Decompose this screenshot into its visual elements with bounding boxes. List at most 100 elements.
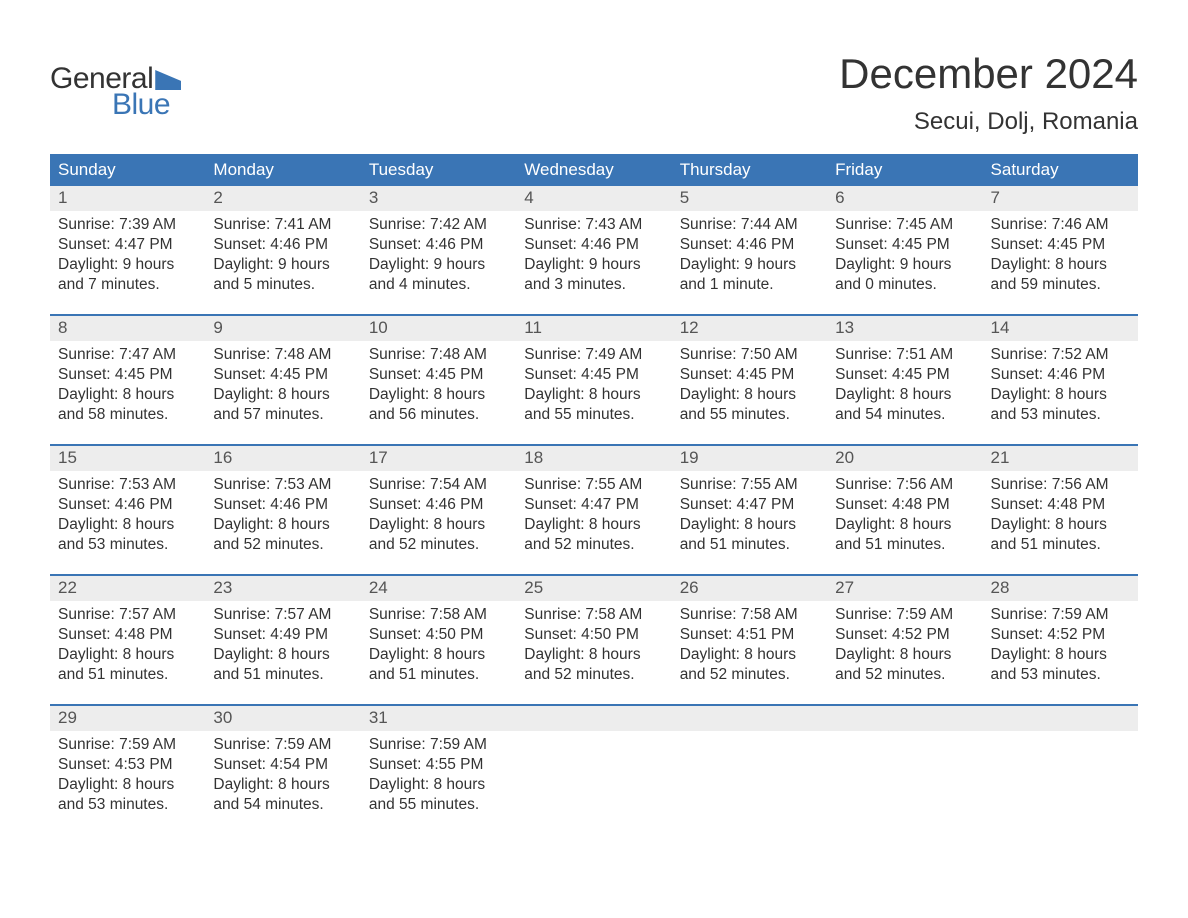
day-number: 8 [50,316,205,341]
calendar-day: 7Sunrise: 7:46 AMSunset: 4:45 PMDaylight… [983,186,1138,314]
day-daylight-line2: and 0 minutes. [835,275,974,295]
calendar-day: 14Sunrise: 7:52 AMSunset: 4:46 PMDayligh… [983,316,1138,444]
day-daylight-line1: Daylight: 8 hours [58,515,197,535]
day-sunset: Sunset: 4:45 PM [213,365,352,385]
day-sunrise: Sunrise: 7:44 AM [680,215,819,235]
day-sunrise: Sunrise: 7:42 AM [369,215,508,235]
day-sunrise: Sunrise: 7:53 AM [58,475,197,495]
weekday-header: Thursday [672,154,827,186]
calendar-week: 1Sunrise: 7:39 AMSunset: 4:47 PMDaylight… [50,186,1138,314]
day-sunrise: Sunrise: 7:48 AM [369,345,508,365]
day-daylight-line1: Daylight: 8 hours [835,645,974,665]
day-body: Sunrise: 7:56 AMSunset: 4:48 PMDaylight:… [983,471,1138,570]
calendar-day: 16Sunrise: 7:53 AMSunset: 4:46 PMDayligh… [205,446,360,574]
day-sunrise: Sunrise: 7:58 AM [524,605,663,625]
day-daylight-line1: Daylight: 8 hours [58,385,197,405]
day-sunrise: Sunrise: 7:56 AM [835,475,974,495]
day-daylight-line1: Daylight: 9 hours [835,255,974,275]
day-sunset: Sunset: 4:46 PM [524,235,663,255]
calendar-day: 20Sunrise: 7:56 AMSunset: 4:48 PMDayligh… [827,446,982,574]
day-body: Sunrise: 7:59 AMSunset: 4:52 PMDaylight:… [983,601,1138,700]
day-daylight-line2: and 57 minutes. [213,405,352,425]
calendar-day: 23Sunrise: 7:57 AMSunset: 4:49 PMDayligh… [205,576,360,704]
day-body: Sunrise: 7:58 AMSunset: 4:50 PMDaylight:… [361,601,516,700]
day-body: Sunrise: 7:39 AMSunset: 4:47 PMDaylight:… [50,211,205,310]
day-sunrise: Sunrise: 7:51 AM [835,345,974,365]
day-body: Sunrise: 7:50 AMSunset: 4:45 PMDaylight:… [672,341,827,440]
day-daylight-line1: Daylight: 8 hours [369,775,508,795]
day-sunrise: Sunrise: 7:45 AM [835,215,974,235]
day-daylight-line1: Daylight: 8 hours [680,385,819,405]
calendar-day: 24Sunrise: 7:58 AMSunset: 4:50 PMDayligh… [361,576,516,704]
day-number: 5 [672,186,827,211]
day-sunset: Sunset: 4:45 PM [680,365,819,385]
day-number: 3 [361,186,516,211]
day-sunset: Sunset: 4:45 PM [991,235,1130,255]
day-body: Sunrise: 7:59 AMSunset: 4:54 PMDaylight:… [205,731,360,830]
day-daylight-line1: Daylight: 8 hours [835,515,974,535]
day-body: Sunrise: 7:51 AMSunset: 4:45 PMDaylight:… [827,341,982,440]
day-sunset: Sunset: 4:47 PM [680,495,819,515]
day-sunset: Sunset: 4:50 PM [524,625,663,645]
day-daylight-line2: and 58 minutes. [58,405,197,425]
day-daylight-line1: Daylight: 8 hours [369,645,508,665]
calendar-day: . [516,706,671,834]
day-daylight-line2: and 52 minutes. [524,665,663,685]
day-daylight-line1: Daylight: 8 hours [369,385,508,405]
day-daylight-line2: and 53 minutes. [991,405,1130,425]
day-body: Sunrise: 7:53 AMSunset: 4:46 PMDaylight:… [205,471,360,570]
day-body: Sunrise: 7:57 AMSunset: 4:48 PMDaylight:… [50,601,205,700]
day-daylight-line1: Daylight: 9 hours [524,255,663,275]
day-daylight-line2: and 59 minutes. [991,275,1130,295]
day-body: Sunrise: 7:52 AMSunset: 4:46 PMDaylight:… [983,341,1138,440]
day-number: 21 [983,446,1138,471]
day-body: Sunrise: 7:55 AMSunset: 4:47 PMDaylight:… [672,471,827,570]
day-daylight-line1: Daylight: 8 hours [991,385,1130,405]
calendar-day: 17Sunrise: 7:54 AMSunset: 4:46 PMDayligh… [361,446,516,574]
day-number: . [983,706,1138,731]
day-number: . [672,706,827,731]
day-daylight-line1: Daylight: 8 hours [213,515,352,535]
day-daylight-line1: Daylight: 8 hours [213,645,352,665]
day-sunset: Sunset: 4:48 PM [991,495,1130,515]
day-sunrise: Sunrise: 7:52 AM [991,345,1130,365]
day-daylight-line1: Daylight: 8 hours [58,645,197,665]
day-number: 11 [516,316,671,341]
day-sunrise: Sunrise: 7:57 AM [58,605,197,625]
day-daylight-line2: and 4 minutes. [369,275,508,295]
day-number: 23 [205,576,360,601]
day-number: 25 [516,576,671,601]
header: General Blue December 2024 Secui, Dolj, … [50,50,1138,136]
calendar-day: 18Sunrise: 7:55 AMSunset: 4:47 PMDayligh… [516,446,671,574]
day-number: 18 [516,446,671,471]
day-daylight-line2: and 54 minutes. [213,795,352,815]
calendar-day: 10Sunrise: 7:48 AMSunset: 4:45 PMDayligh… [361,316,516,444]
day-body: Sunrise: 7:59 AMSunset: 4:55 PMDaylight:… [361,731,516,830]
day-daylight-line2: and 51 minutes. [58,665,197,685]
day-body: Sunrise: 7:41 AMSunset: 4:46 PMDaylight:… [205,211,360,310]
day-sunset: Sunset: 4:46 PM [369,235,508,255]
day-daylight-line2: and 54 minutes. [835,405,974,425]
day-sunset: Sunset: 4:45 PM [524,365,663,385]
day-sunset: Sunset: 4:45 PM [369,365,508,385]
day-body: Sunrise: 7:58 AMSunset: 4:51 PMDaylight:… [672,601,827,700]
day-number: 15 [50,446,205,471]
day-daylight-line2: and 7 minutes. [58,275,197,295]
weekday-header: Friday [827,154,982,186]
day-daylight-line2: and 51 minutes. [680,535,819,555]
day-sunrise: Sunrise: 7:59 AM [213,735,352,755]
day-sunset: Sunset: 4:46 PM [369,495,508,515]
day-daylight-line1: Daylight: 8 hours [213,775,352,795]
day-sunrise: Sunrise: 7:41 AM [213,215,352,235]
calendar-day: 13Sunrise: 7:51 AMSunset: 4:45 PMDayligh… [827,316,982,444]
calendar-day: 12Sunrise: 7:50 AMSunset: 4:45 PMDayligh… [672,316,827,444]
calendar: Sunday Monday Tuesday Wednesday Thursday… [50,154,1138,834]
day-daylight-line2: and 52 minutes. [524,535,663,555]
day-body: Sunrise: 7:42 AMSunset: 4:46 PMDaylight:… [361,211,516,310]
day-sunset: Sunset: 4:45 PM [835,235,974,255]
calendar-day: 11Sunrise: 7:49 AMSunset: 4:45 PMDayligh… [516,316,671,444]
day-number: 22 [50,576,205,601]
day-daylight-line2: and 55 minutes. [680,405,819,425]
page-subtitle: Secui, Dolj, Romania [839,108,1138,136]
day-sunrise: Sunrise: 7:53 AM [213,475,352,495]
